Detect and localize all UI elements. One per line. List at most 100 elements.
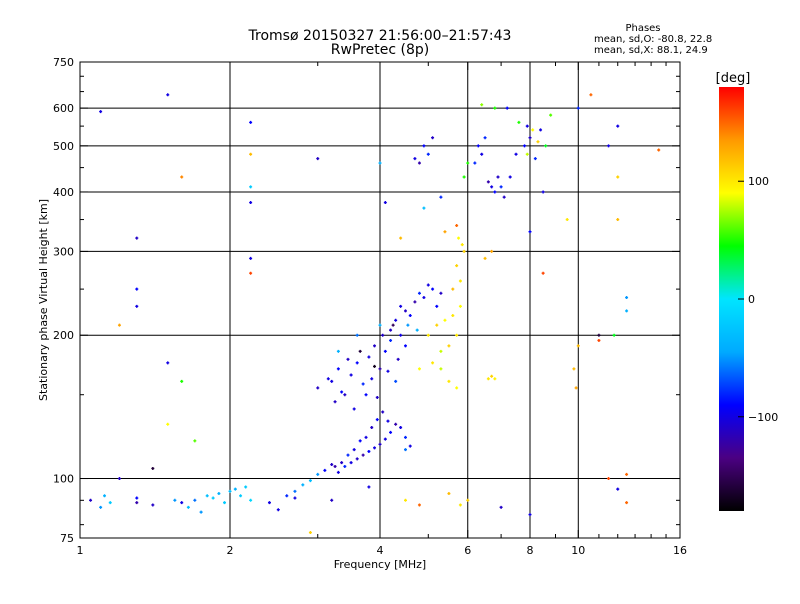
echo-point xyxy=(466,161,470,165)
echo-point xyxy=(389,430,393,434)
echo-point xyxy=(616,124,620,128)
echo-point xyxy=(326,377,330,381)
echo-point xyxy=(89,498,93,502)
echo-point xyxy=(422,144,426,148)
echo-point xyxy=(422,206,426,210)
x-tick-label: 4 xyxy=(377,544,384,557)
echo-point xyxy=(443,318,447,322)
colorbar-label: [deg] xyxy=(716,71,751,86)
echo-point xyxy=(358,349,362,353)
echo-point xyxy=(99,110,103,114)
echo-point xyxy=(166,361,170,365)
x-axis-ticks: 1 2 4 6 8 10 16 xyxy=(77,62,687,557)
echo-point xyxy=(349,373,353,377)
echo-point xyxy=(233,487,237,491)
echo-point xyxy=(525,152,529,156)
stats-heading: Phases xyxy=(625,23,660,34)
echo-point xyxy=(361,453,365,457)
echo-point xyxy=(301,483,305,487)
echo-point xyxy=(493,106,497,110)
echo-point xyxy=(426,152,430,156)
echo-point xyxy=(455,333,459,337)
echo-point xyxy=(340,461,344,465)
echo-point xyxy=(439,349,443,353)
echo-point xyxy=(625,472,629,476)
echo-point xyxy=(528,230,532,234)
echo-point xyxy=(447,379,451,383)
echo-point xyxy=(625,309,629,313)
echo-point xyxy=(403,435,407,439)
echo-point xyxy=(616,487,620,491)
echo-point xyxy=(493,377,497,381)
echo-point xyxy=(493,190,497,194)
echo-point xyxy=(346,357,350,361)
echo-point xyxy=(565,218,569,222)
x-tick-label: 6 xyxy=(464,544,471,557)
echo-point xyxy=(486,377,490,381)
echo-point xyxy=(417,367,421,371)
echo-point xyxy=(343,393,347,397)
echo-point xyxy=(381,410,385,414)
echo-point xyxy=(108,501,112,505)
data-points xyxy=(89,93,661,535)
echo-point xyxy=(383,437,387,441)
echo-point xyxy=(308,531,312,535)
echo-point xyxy=(228,489,232,493)
echo-point xyxy=(490,185,494,189)
colorbar-tick-label: 100 xyxy=(748,175,769,188)
echo-point xyxy=(352,407,356,411)
echo-point xyxy=(293,489,297,493)
echo-point xyxy=(517,120,521,124)
echo-point xyxy=(531,128,535,132)
echo-point xyxy=(323,468,327,472)
x-tick-label: 2 xyxy=(227,544,234,557)
echo-point xyxy=(186,505,190,509)
echo-point xyxy=(435,304,439,308)
echo-point xyxy=(458,503,462,507)
echo-point xyxy=(249,256,253,260)
echo-point xyxy=(457,236,461,240)
echo-point xyxy=(135,236,139,240)
echo-point xyxy=(375,395,379,399)
echo-point xyxy=(597,338,601,342)
echo-point xyxy=(589,93,593,97)
echo-point xyxy=(523,144,527,148)
echo-point xyxy=(466,498,470,502)
echo-point xyxy=(180,175,184,179)
echo-point xyxy=(166,422,170,426)
echo-point xyxy=(383,349,387,353)
echo-point xyxy=(330,498,334,502)
echo-point xyxy=(403,498,407,502)
echo-point xyxy=(355,333,359,337)
echo-point xyxy=(367,485,371,489)
y-tick-label: 100 xyxy=(53,473,74,486)
echo-point xyxy=(483,256,487,260)
echo-point xyxy=(117,477,121,481)
echo-point xyxy=(249,185,253,189)
echo-point xyxy=(386,419,390,423)
echo-point xyxy=(381,333,385,337)
echo-point xyxy=(217,492,221,496)
echo-point xyxy=(355,361,359,365)
echo-point xyxy=(180,379,184,383)
y-tick-label: 600 xyxy=(53,102,74,115)
echo-point xyxy=(455,386,459,390)
y-tick-label: 300 xyxy=(53,245,74,258)
echo-point xyxy=(426,333,430,337)
echo-point xyxy=(413,157,417,161)
echo-point xyxy=(541,271,545,275)
echo-point xyxy=(607,477,611,481)
echo-point xyxy=(406,323,410,327)
echo-point xyxy=(135,304,139,308)
echo-point xyxy=(378,161,382,165)
echo-point xyxy=(375,418,379,422)
echo-point xyxy=(378,442,382,446)
echo-point xyxy=(239,494,243,498)
echo-point xyxy=(490,249,494,253)
echo-point xyxy=(333,400,337,404)
echo-point xyxy=(336,470,340,474)
echo-point xyxy=(367,449,371,453)
echo-point xyxy=(308,479,312,483)
